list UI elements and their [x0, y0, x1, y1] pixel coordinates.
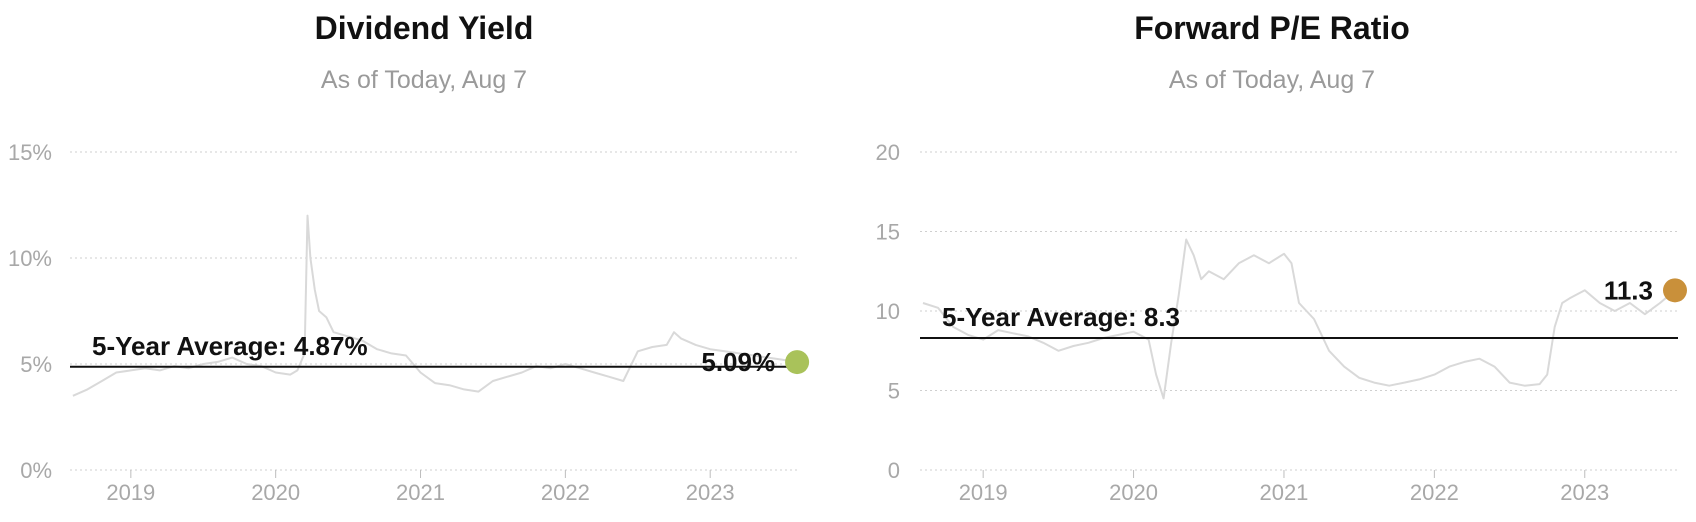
chart-subtitle: As of Today, Aug 7: [320, 66, 528, 94]
x-tick-label: 2019: [106, 480, 155, 505]
x-tick-label: 2022: [1410, 480, 1459, 505]
x-tick-label: 2019: [959, 480, 1008, 505]
x-tick-label: 2020: [1109, 480, 1158, 505]
y-tick-label: 0: [888, 458, 900, 483]
dividend-yield-chart-panel: Dividend Yield As of Today, Aug 7 0% 5% 10…: [8, 10, 810, 505]
x-tick-label: 2021: [1259, 480, 1308, 505]
x-tick-label: 2023: [1560, 480, 1609, 505]
x-tick-label: 2020: [251, 480, 300, 505]
dividend-yield-plot: 0% 5% 10% 15% 2019 2020 2021 2022 2023 5-Year Ave…: [8, 140, 810, 505]
chart-title: Forward P/E Ratio: [1134, 10, 1410, 46]
y-tick-label: 5: [888, 379, 900, 404]
chart-title: Dividend Yield: [314, 10, 534, 46]
current-value-marker: [1662, 278, 1687, 303]
series-line: [72, 214, 798, 397]
chart-subtitle: As of Today, Aug 7: [1168, 66, 1376, 94]
y-tick-label: 15%: [8, 140, 52, 165]
forward-pe-plot: 0 5 10 15 20 2019 2020 2021 2022 2023 5-Year Avera…: [876, 140, 1687, 505]
current-value-label: 11.3: [1604, 275, 1653, 305]
y-tick-label: 0%: [20, 458, 52, 483]
average-label: 5-Year Average: 8.3: [942, 302, 1180, 332]
y-tick-label: 20: [876, 140, 900, 165]
current-value-label: 5.09%: [701, 347, 775, 377]
forward-pe-chart-panel: Forward P/E Ratio As of Today, Aug 7 0 5 1…: [848, 0, 1696, 522]
x-tick-label: 2022: [541, 480, 590, 505]
y-tick-label: 10%: [8, 246, 52, 271]
y-tick-label: 10: [876, 299, 900, 324]
x-tick-label: 2021: [396, 480, 445, 505]
series-line: [922, 238, 1676, 400]
y-tick-label: 15: [876, 220, 900, 245]
average-label: 5-Year Average: 4.87%: [92, 331, 368, 361]
y-tick-label: 5%: [20, 352, 52, 377]
x-tick-label: 2023: [686, 480, 735, 505]
current-value-marker: [785, 350, 810, 375]
